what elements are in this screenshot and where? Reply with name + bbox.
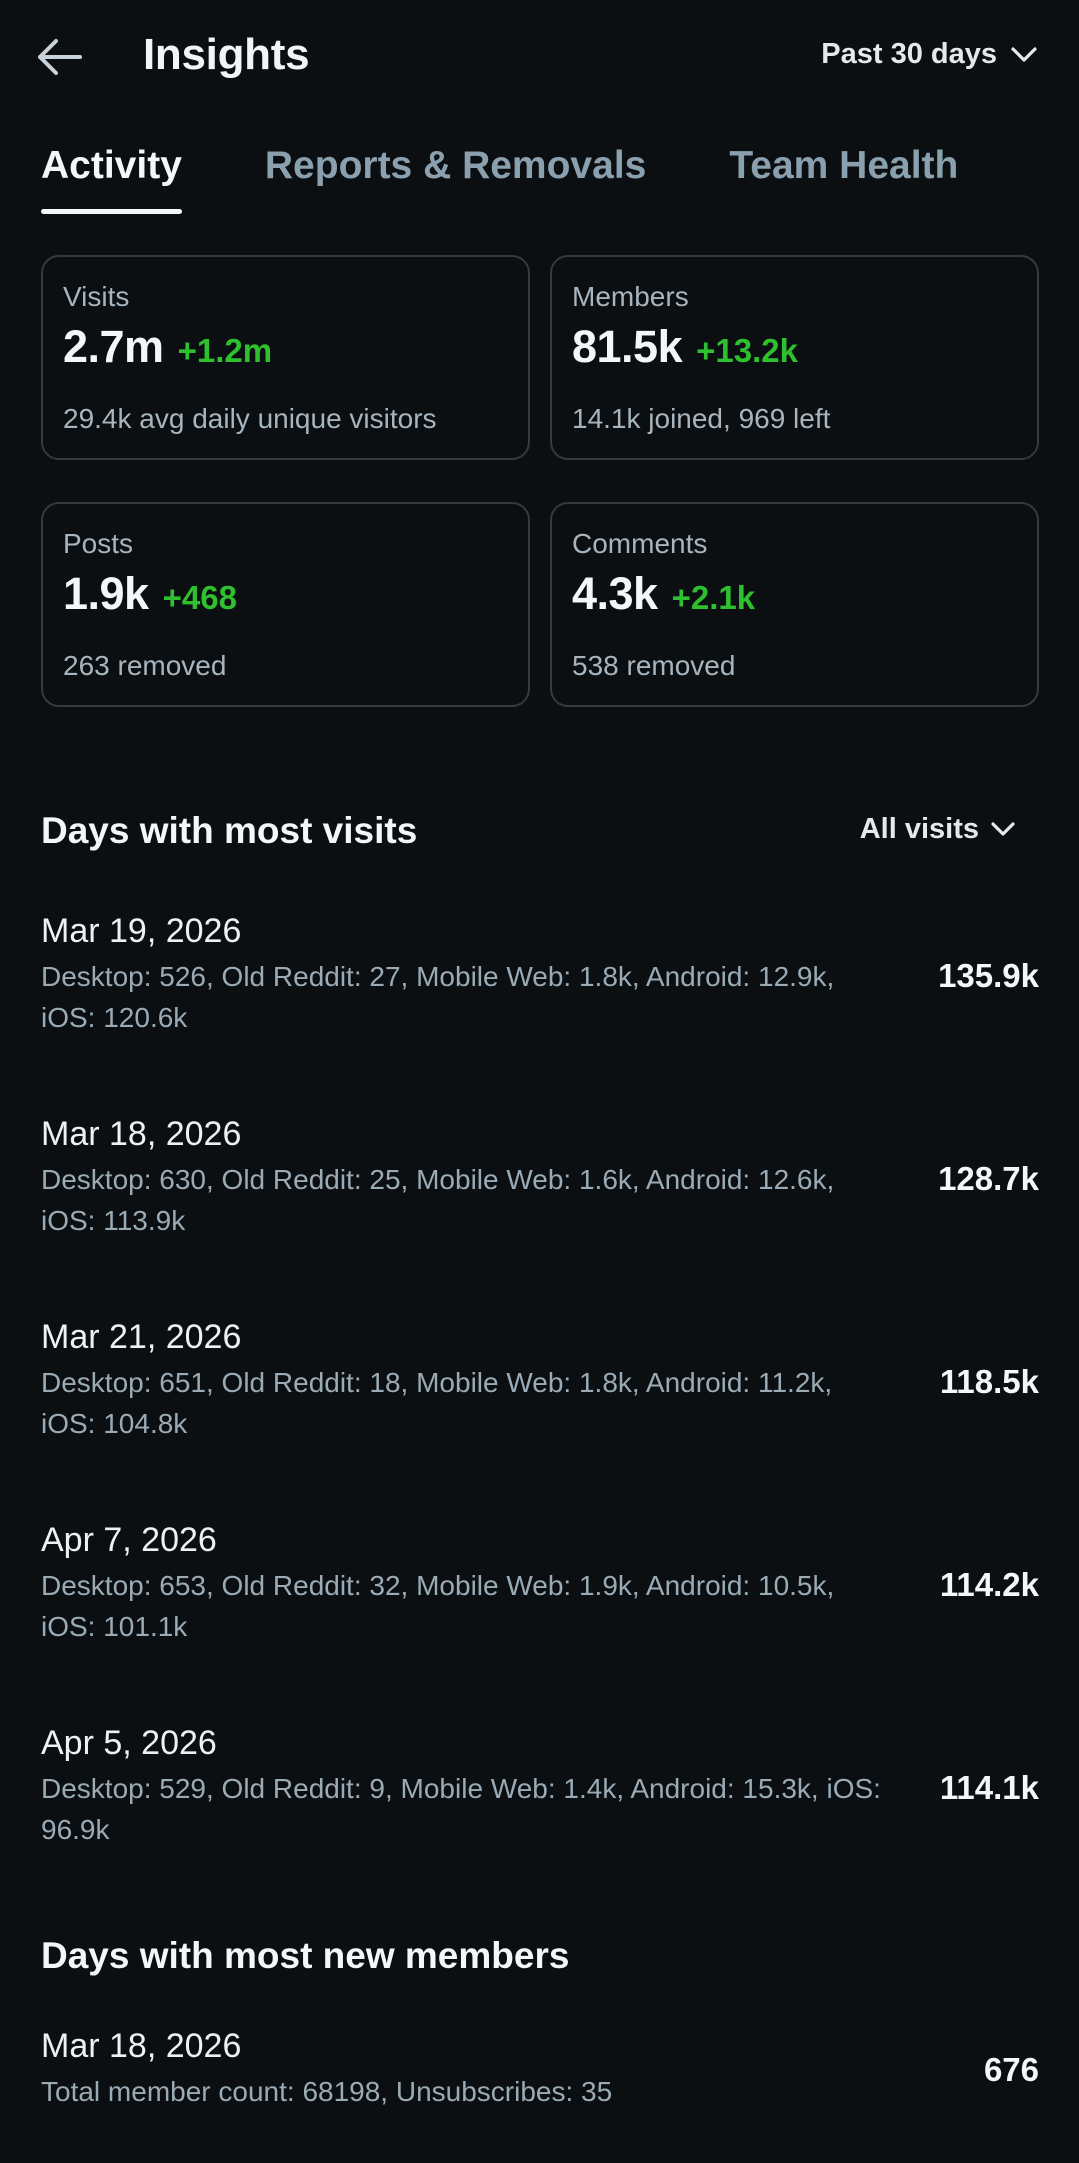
visits-label: Visits <box>63 281 130 312</box>
posts-card[interactable]: Posts 1.9k +468 263 removed <box>41 502 530 707</box>
visit-breakdown: Desktop: 653, Old Reddit: 32, Mobile Web… <box>41 1570 835 1642</box>
most-visits-title: Days with most visits <box>41 810 418 851</box>
visits-value: 2.7m <box>63 321 164 372</box>
back-button[interactable] <box>36 24 106 90</box>
chevron-down-icon <box>1011 46 1037 62</box>
posts-subtext: 263 removed <box>63 650 227 681</box>
page-title: Insights <box>143 30 310 79</box>
posts-value-group: 1.9k +468 <box>63 568 237 620</box>
comments-value-group: 4.3k +2.1k <box>572 568 755 620</box>
visits-filter-dropdown[interactable]: All visits <box>860 813 1015 846</box>
visit-date: Mar 19, 2026 <box>41 912 242 950</box>
visit-breakdown: Desktop: 651, Old Reddit: 18, Mobile Web… <box>41 1367 833 1439</box>
members-value-group: 81.5k +13.2k <box>572 321 798 373</box>
visits-value-group: 2.7m +1.2m <box>63 321 272 373</box>
tab-bar: Activity Reports & Removals Team Health <box>41 144 1041 214</box>
visit-date: Mar 18, 2026 <box>41 1115 242 1153</box>
list-item[interactable]: Apr 5, 2026 Desktop: 529, Old Reddit: 9,… <box>0 1724 1079 1874</box>
comments-delta: +2.1k <box>671 579 756 616</box>
visit-total: 114.1k <box>939 1769 1039 1806</box>
visit-breakdown: Desktop: 630, Old Reddit: 25, Mobile Web… <box>41 1164 835 1236</box>
members-subtext: 14.1k joined, 969 left <box>572 403 831 434</box>
visits-filter-label: All visits <box>859 813 979 845</box>
visits-delta: +1.2m <box>177 332 273 369</box>
visits-subtext: 29.4k avg daily unique visitors <box>63 403 437 434</box>
top-bar: Insights Past 30 days <box>0 0 1079 115</box>
member-date: Mar 18, 2026 <box>41 2027 242 2065</box>
list-item[interactable]: Mar 19, 2026 Desktop: 526, Old Reddit: 2… <box>0 912 1079 1062</box>
date-range-dropdown[interactable]: Past 30 days <box>821 38 1037 71</box>
tab-reports-removals[interactable]: Reports & Removals <box>264 144 647 187</box>
visit-date: Apr 5, 2026 <box>41 1724 217 1762</box>
visit-total: 118.5k <box>939 1363 1039 1400</box>
new-members-total: 676 <box>983 2051 1039 2088</box>
visit-total: 114.2k <box>939 1566 1039 1603</box>
posts-label: Posts <box>63 528 134 559</box>
comments-label: Comments <box>572 528 708 559</box>
members-card[interactable]: Members 81.5k +13.2k 14.1k joined, 969 l… <box>550 255 1039 460</box>
arrow-left-icon <box>38 39 82 75</box>
visits-card[interactable]: Visits 2.7m +1.2m 29.4k avg daily unique… <box>41 255 530 460</box>
member-breakdown: Total member count: 68198, Unsubscribes:… <box>41 2076 613 2107</box>
comments-subtext: 538 removed <box>572 650 736 681</box>
visit-breakdown: Desktop: 526, Old Reddit: 27, Mobile Web… <box>41 961 835 1033</box>
visit-total: 135.9k <box>938 957 1039 994</box>
chevron-down-icon <box>991 822 1015 836</box>
visit-date: Mar 21, 2026 <box>41 1318 242 1356</box>
members-value: 81.5k <box>572 321 683 372</box>
list-item[interactable]: Mar 21, 2026 Desktop: 651, Old Reddit: 1… <box>0 1318 1079 1468</box>
posts-value: 1.9k <box>63 568 149 619</box>
list-item[interactable]: Mar 18, 2026 Desktop: 630, Old Reddit: 2… <box>0 1115 1079 1265</box>
tab-team-health[interactable]: Team Health <box>729 144 959 187</box>
list-item[interactable]: Apr 7, 2026 Desktop: 653, Old Reddit: 32… <box>0 1521 1079 1671</box>
comments-card[interactable]: Comments 4.3k +2.1k 538 removed <box>550 502 1039 707</box>
visit-date: Apr 7, 2026 <box>41 1521 217 1559</box>
tab-activity[interactable]: Activity <box>41 144 182 214</box>
comments-value: 4.3k <box>572 568 658 619</box>
members-label: Members <box>572 281 689 312</box>
list-item[interactable]: Mar 18, 2026 Total member count: 68198, … <box>0 2027 1079 2137</box>
members-delta: +13.2k <box>696 332 798 369</box>
most-members-title: Days with most new members <box>41 1935 570 1976</box>
visit-breakdown: Desktop: 529, Old Reddit: 9, Mobile Web:… <box>41 1773 881 1845</box>
posts-delta: +468 <box>162 579 237 616</box>
visit-total: 128.7k <box>938 1160 1039 1197</box>
date-range-label: Past 30 days <box>821 38 997 70</box>
